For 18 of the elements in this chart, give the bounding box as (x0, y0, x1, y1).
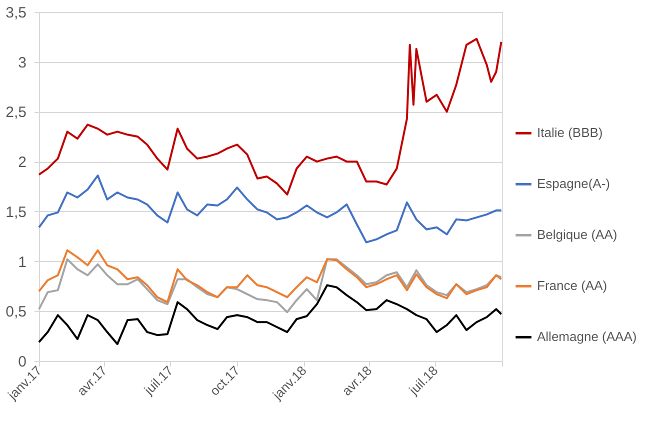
line-series (38, 284, 502, 346)
y-tick-label: 1,5 (6, 204, 26, 221)
legend-label: France (AA) (537, 278, 608, 294)
line-series (38, 38, 502, 196)
y-tick-label: 1 (18, 254, 26, 271)
legend-label: Allemagne (AAA) (537, 329, 637, 344)
legend-label: Italie (BBB) (537, 125, 603, 140)
y-tick-label: 0,5 (6, 304, 26, 321)
y-tick-label: 0 (18, 354, 26, 370)
line-series (38, 258, 502, 314)
line-series (38, 174, 502, 244)
line-series (38, 249, 502, 304)
legend-label: Espagne(A-) (537, 176, 610, 192)
y-tick-label: 2 (18, 154, 26, 172)
y-tick-label: 2,5 (6, 104, 26, 122)
y-tick-label: 3 (18, 54, 26, 72)
y-tick-label: 3,5 (6, 4, 26, 22)
legend-label: Belgique (AA) (537, 227, 618, 242)
